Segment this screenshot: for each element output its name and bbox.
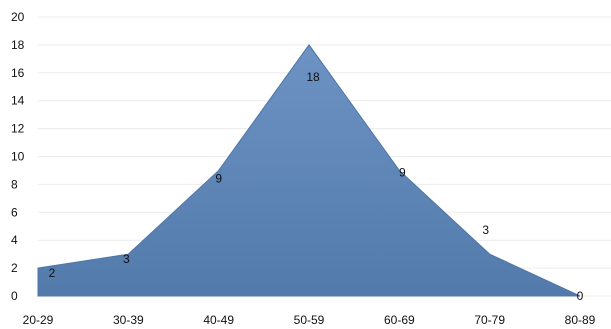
y-tick-label: 8 (11, 177, 18, 191)
area-series (37, 44, 581, 297)
y-tick-label: 0 (11, 289, 18, 303)
x-tick-label: 30-39 (113, 313, 144, 327)
y-axis: 0 2 4 6 8 10 12 14 16 18 20 (11, 10, 25, 303)
y-tick-label: 6 (11, 205, 18, 219)
x-tick-label: 60-69 (384, 313, 415, 327)
data-label: 2 (49, 266, 56, 280)
y-tick-label: 2 (11, 261, 18, 275)
y-tick-label: 18 (11, 38, 25, 52)
data-label: 18 (306, 70, 320, 84)
x-tick-label: 40-49 (203, 313, 234, 327)
y-tick-label: 10 (11, 150, 25, 164)
x-tick-label: 20-29 (23, 313, 54, 327)
data-label: 3 (482, 223, 489, 237)
data-label: 9 (399, 165, 406, 179)
data-label: 3 (123, 252, 130, 266)
x-axis: 20-29 30-39 40-49 50-59 60-69 70-79 80-89 (23, 313, 596, 327)
y-tick-label: 14 (11, 94, 25, 108)
data-label: 9 (215, 171, 222, 185)
y-tick-label: 16 (11, 66, 25, 80)
x-tick-label: 80-89 (565, 313, 596, 327)
x-tick-label: 50-59 (294, 313, 325, 327)
data-labels: 2 3 9 18 9 3 0 (49, 70, 584, 303)
area-fill (37, 44, 581, 297)
y-tick-label: 4 (11, 233, 18, 247)
y-tick-label: 12 (11, 122, 25, 136)
data-label: 0 (577, 289, 584, 303)
y-tick-label: 20 (11, 10, 25, 24)
x-tick-label: 70-79 (474, 313, 505, 327)
